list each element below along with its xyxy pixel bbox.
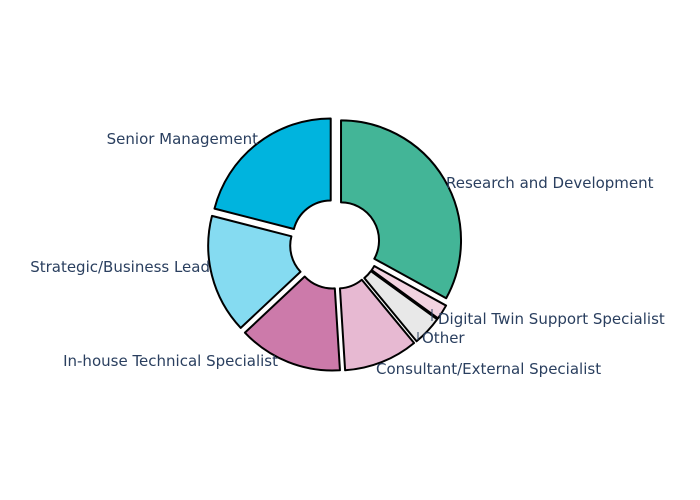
slice-other[interactable] (363, 270, 439, 343)
label-other: Other (422, 329, 465, 347)
label-research-and-development: Research and Development (446, 174, 654, 192)
slice-research-and-development[interactable] (340, 119, 463, 300)
label-senior-management: Senior Management (107, 130, 258, 148)
label-digital-twin-support-specialist: Digital Twin Support Specialist (438, 310, 665, 328)
labels-group: Research and Development Digital Twin Sup… (30, 130, 665, 378)
label-strategic-business-lead: Strategic/Business Lead (30, 258, 210, 276)
slice-in-house-technical-specialist[interactable] (243, 275, 341, 372)
slice-strategic-business-lead[interactable] (207, 214, 302, 329)
slice-digital-twin-support-specialist[interactable] (370, 265, 448, 320)
slices-group (207, 117, 463, 372)
leader-lines-group (417, 309, 433, 340)
label-in-house-technical-specialist: In-house Technical Specialist (63, 352, 278, 370)
slice-senior-management[interactable] (213, 117, 332, 231)
slice-consultant-external-specialist[interactable] (338, 278, 416, 372)
label-consultant-external-specialist: Consultant/External Specialist (376, 360, 601, 378)
